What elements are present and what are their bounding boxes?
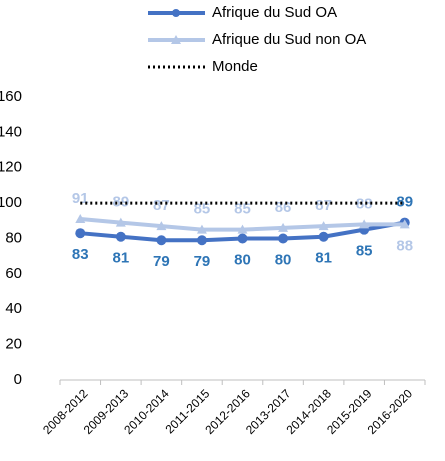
value-label: 80 [234,251,251,268]
point [237,224,248,234]
value-label: 88 [396,237,413,254]
value-label: 79 [153,253,170,270]
point [156,235,167,246]
value-label: 87 [153,197,170,214]
point [278,222,289,232]
value-label: 89 [396,194,413,211]
value-label: 79 [194,253,211,270]
value-label: 88 [356,195,373,212]
point [156,221,167,231]
legend-label: Afrique du Sud OA [212,4,337,21]
point [318,231,329,242]
legend-label: Monde [212,58,258,75]
y-tick-label: 160 [0,88,22,105]
legend-marker [172,9,180,17]
point [278,233,289,244]
point [75,228,86,239]
point [399,219,410,229]
legend-label: Afrique du Sud non OA [212,31,366,48]
point [75,214,86,224]
value-label: 91 [72,190,89,207]
value-label: 87 [315,197,332,214]
value-label: 85 [356,243,373,260]
value-label: 81 [112,250,129,267]
point [115,217,126,227]
value-label: 85 [234,201,251,218]
point [237,233,248,244]
y-tick-label: 60 [5,265,22,282]
y-tick-label: 0 [14,371,22,388]
point [196,224,207,234]
point [196,235,207,246]
value-label: 80 [275,251,292,268]
legend-marker [171,35,181,44]
y-tick-label: 140 [0,123,22,140]
x-tick-label: 2016-2020 [365,386,416,437]
value-label: 86 [275,199,292,216]
value-label: 81 [315,250,332,267]
y-tick-label: 100 [0,194,22,211]
y-tick-label: 80 [5,229,22,246]
y-tick-label: 40 [5,300,22,317]
point [359,219,370,229]
value-label: 83 [72,246,89,263]
y-tick-label: 120 [0,159,22,176]
value-label: 85 [194,201,211,218]
y-tick-label: 20 [5,336,22,353]
point [115,231,126,242]
point [318,221,329,231]
